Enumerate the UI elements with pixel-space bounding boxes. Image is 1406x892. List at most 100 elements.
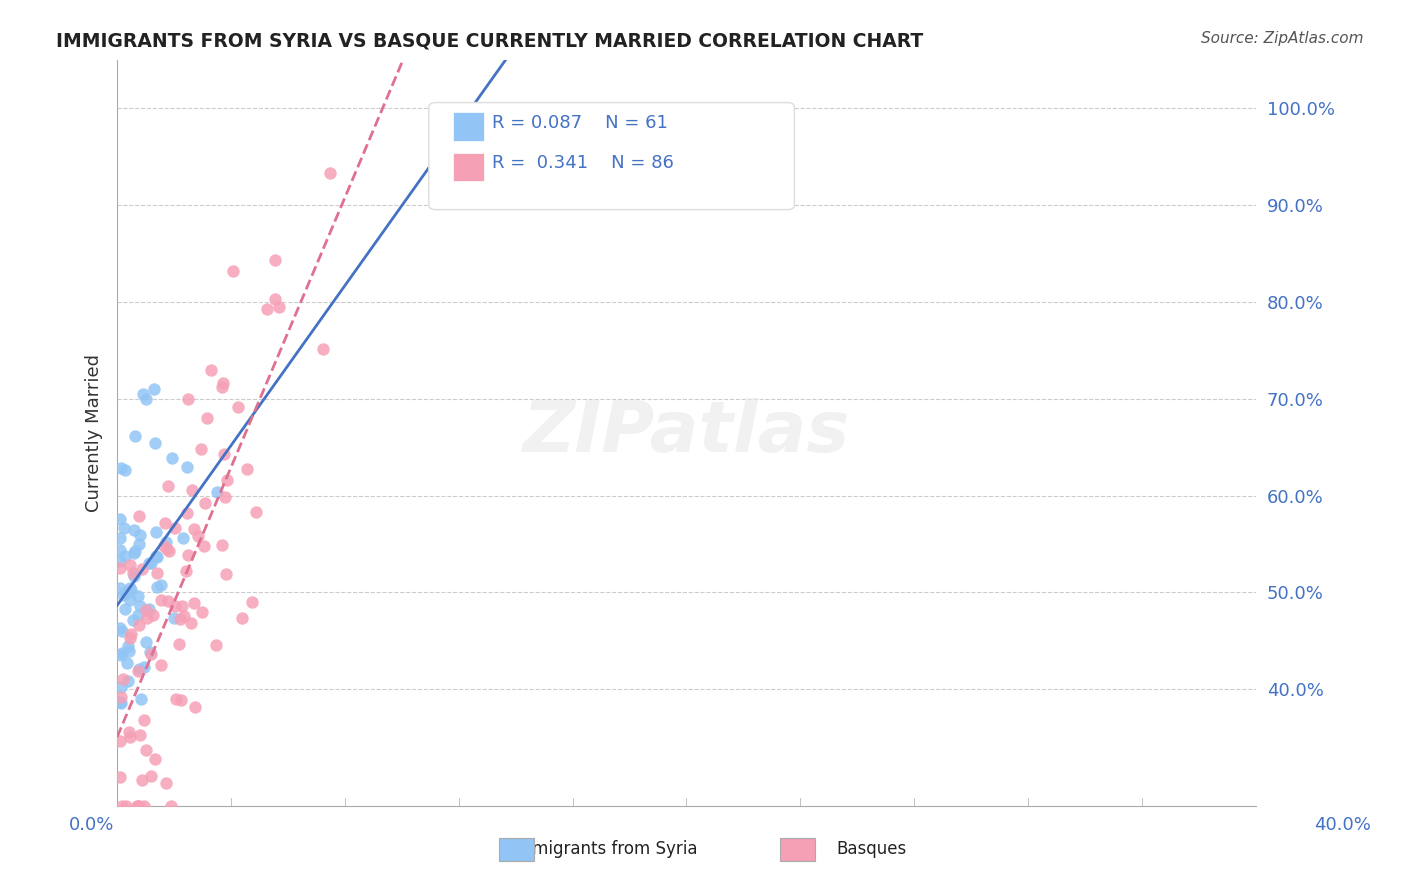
Text: Source: ZipAtlas.com: Source: ZipAtlas.com (1201, 31, 1364, 46)
Point (125, 798, 148, 813)
Point (256, 301, 278, 316)
Point (214, 490, 236, 504)
Point (108, 733, 131, 747)
Point (128, 537, 150, 551)
Point (135, 743, 157, 757)
Text: ZIPatlas: ZIPatlas (523, 398, 851, 467)
Point (122, 613, 145, 627)
Point (177, 548, 200, 562)
Point (226, 401, 249, 415)
Point (128, 662, 150, 676)
Point (108, 621, 131, 635)
Point (155, 535, 177, 549)
Point (205, 484, 228, 499)
Point (112, 521, 135, 535)
Point (197, 410, 219, 425)
Point (184, 699, 207, 714)
Point (129, 599, 152, 614)
Point (165, 599, 187, 614)
Point (128, 618, 150, 632)
Point (131, 773, 153, 788)
Point (215, 567, 238, 582)
Point (160, 450, 183, 465)
Point (138, 556, 160, 570)
Point (153, 539, 176, 553)
Point (128, 728, 150, 742)
Point (117, 674, 139, 689)
Point (122, 546, 145, 560)
Point (108, 532, 131, 546)
Point (231, 611, 253, 625)
Point (187, 529, 209, 543)
Point (211, 538, 233, 552)
Point (138, 602, 160, 616)
Point (212, 376, 235, 391)
Point (128, 528, 150, 542)
Point (117, 644, 139, 658)
Point (135, 635, 157, 649)
Point (156, 542, 179, 557)
Point (127, 589, 149, 603)
Point (157, 543, 180, 558)
Point (111, 588, 134, 602)
Point (127, 798, 149, 813)
Point (176, 460, 198, 475)
Point (120, 593, 142, 607)
Point (145, 549, 167, 563)
Text: R = 0.087    N = 61: R = 0.087 N = 61 (492, 114, 668, 132)
Point (176, 506, 198, 520)
Text: Basques: Basques (837, 840, 907, 858)
Point (115, 586, 138, 600)
Point (222, 264, 245, 278)
Point (155, 776, 177, 790)
Point (149, 593, 172, 607)
Point (114, 462, 136, 476)
Point (157, 593, 180, 607)
Point (183, 596, 205, 610)
Point (110, 648, 132, 663)
Point (114, 549, 136, 563)
Point (135, 392, 157, 406)
Text: R =  0.341    N = 86: R = 0.341 N = 86 (492, 154, 673, 172)
Point (108, 561, 131, 575)
Point (120, 731, 142, 745)
Point (114, 602, 136, 616)
Point (121, 566, 143, 581)
Point (111, 624, 134, 639)
Point (120, 581, 142, 595)
Point (132, 660, 155, 674)
Point (264, 252, 287, 267)
Point (215, 473, 238, 487)
Point (135, 603, 157, 617)
Point (193, 539, 215, 553)
Point (264, 292, 287, 306)
Point (131, 562, 153, 576)
Point (138, 645, 160, 659)
Point (124, 544, 146, 558)
Point (180, 616, 202, 631)
Point (115, 584, 138, 599)
Point (115, 656, 138, 670)
Point (245, 505, 267, 519)
Point (174, 564, 197, 578)
Point (128, 798, 150, 813)
Point (122, 524, 145, 538)
Point (165, 691, 187, 706)
Point (143, 382, 166, 396)
Point (183, 523, 205, 537)
Text: 0.0%: 0.0% (69, 816, 114, 834)
Point (155, 516, 177, 531)
Point (115, 798, 138, 813)
Point (150, 577, 173, 591)
Point (127, 664, 149, 678)
Point (190, 442, 212, 456)
Point (118, 725, 141, 739)
Point (169, 637, 191, 651)
Point (108, 582, 131, 596)
Point (110, 680, 132, 694)
Point (110, 690, 132, 704)
Text: Immigrants from Syria: Immigrants from Syria (512, 840, 697, 858)
Point (143, 752, 166, 766)
Point (319, 166, 342, 180)
Point (165, 521, 187, 535)
